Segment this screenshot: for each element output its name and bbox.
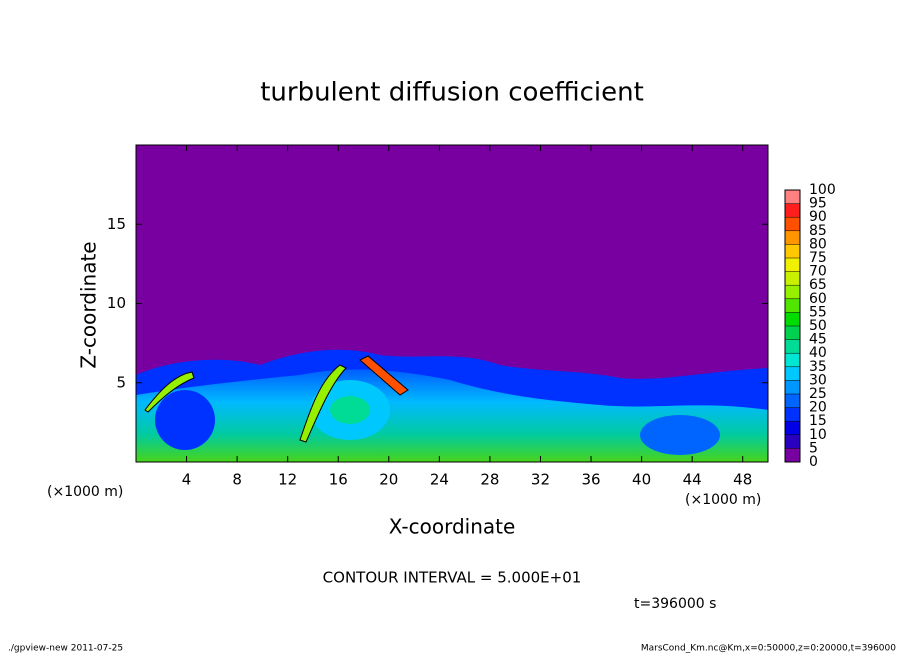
x-tick-label: 40 (632, 471, 651, 489)
colorbar-segment (785, 203, 800, 218)
colorbar-label: 20 (809, 400, 827, 416)
colorbar-segment (785, 326, 800, 340)
field-filament (144, 371, 195, 413)
colorbar-segment (785, 407, 800, 422)
colorbar-label: 90 (809, 209, 827, 225)
x-tick-label: 28 (480, 471, 499, 489)
colorbar-segment (785, 258, 800, 272)
colorbar-segment (785, 394, 800, 408)
colorbar-label: 15 (809, 413, 827, 429)
colorbar-label: 25 (809, 386, 827, 402)
x-tick-label: 4 (182, 471, 192, 489)
y-tick-label: 5 (116, 373, 126, 391)
x-tick-label: 12 (278, 471, 297, 489)
x-tick-label: 16 (329, 471, 348, 489)
colorbar-label: 75 (809, 250, 827, 266)
x-tick-label: 20 (379, 471, 398, 489)
colorbar-label: 60 (809, 291, 827, 307)
x-tick-label: 44 (683, 471, 702, 489)
colorbar-label: 0 (809, 454, 818, 470)
x-tick-label: 24 (430, 471, 449, 489)
field-filament (359, 355, 409, 396)
colorbar-label: 10 (809, 427, 827, 443)
colorbar-segment (785, 353, 800, 367)
y-axis-label: Z-coordinate (77, 241, 101, 368)
x-tick-label: 48 (733, 471, 752, 489)
colorbar-label: 85 (809, 223, 827, 239)
colorbar-segment (785, 448, 800, 462)
colorbar-segment (785, 217, 800, 231)
colorbar-label: 80 (809, 236, 827, 252)
colorbar-segment (785, 434, 800, 449)
colorbar-label: 100 (809, 182, 836, 198)
y-unit-label: (×1000 m) (685, 492, 761, 508)
colorbar-label: 40 (809, 345, 827, 361)
footer-right: MarsCond_Km.nc@Km,x=0:50000,z=0:20000,t=… (641, 644, 896, 654)
colorbar-segment (785, 244, 800, 258)
colorbar-segment (785, 285, 800, 299)
y-tick-label: 15 (107, 215, 126, 233)
colorbar-label: 65 (809, 277, 827, 293)
footer-left: ./gpview-new 2011-07-25 (8, 644, 123, 654)
chart-title: turbulent diffusion coefficient (260, 78, 644, 108)
colorbar-label: 70 (809, 264, 827, 280)
x-tick-label: 36 (581, 471, 600, 489)
colorbar-segment (785, 421, 800, 435)
colorbar-label: 95 (809, 196, 827, 212)
contour-interval: CONTOUR INTERVAL = 5.000E+01 (323, 569, 582, 587)
colorbar-label: 55 (809, 304, 827, 320)
colorbar-segment (785, 366, 800, 381)
field-eddy (330, 396, 370, 424)
colorbar-segment (785, 190, 800, 204)
colorbar-segment (785, 271, 800, 286)
field-region (136, 369, 768, 462)
colorbar-label: 35 (809, 359, 827, 375)
colorbar-label: 45 (809, 332, 827, 348)
plot-area (135, 144, 769, 463)
colorbar-segment (785, 230, 800, 245)
colorbar-label: 50 (809, 318, 827, 334)
x-tick-label: 32 (531, 471, 550, 489)
colorbar-segment (785, 298, 800, 313)
colorbar-segment (785, 380, 800, 394)
y-tick-label: 10 (107, 294, 126, 312)
colorbar-segment (785, 339, 800, 354)
colorbar-label: 5 (809, 440, 818, 456)
time-label: t=396000 s (634, 596, 716, 612)
colorbar-label: 30 (809, 372, 827, 388)
field-eddy (155, 390, 215, 450)
colorbar-segment (785, 312, 800, 326)
x-unit-label: (×1000 m) (47, 484, 123, 500)
x-axis-label: X-coordinate (389, 515, 516, 539)
x-tick-label: 8 (232, 471, 242, 489)
field-filament (299, 364, 347, 443)
field-eddy (640, 415, 720, 455)
